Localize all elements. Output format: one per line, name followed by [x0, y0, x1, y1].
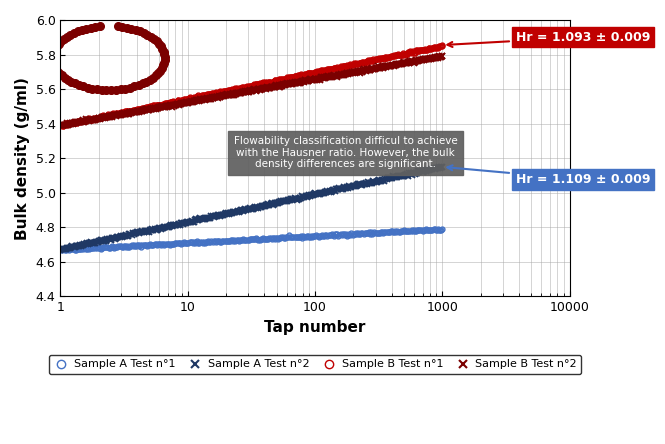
Sample A Test n°2 [260, 203, 268, 209]
Sample B Test n°2 [239, 90, 247, 95]
Sample B Test n°1 [238, 85, 246, 90]
Text: Hr = 1.109 ± 0.009: Hr = 1.109 ± 0.009 [448, 165, 650, 186]
Sample B Test n°1 [438, 43, 446, 48]
Sample B Test n°1 [240, 85, 248, 91]
Sample A Test n°2 [433, 165, 441, 170]
Sample A Test n°2 [158, 225, 166, 230]
Sample B Test n°2 [241, 89, 249, 94]
Sample A Test n°1 [438, 226, 446, 232]
Sample A Test n°1 [283, 234, 291, 240]
Sample A Test n°1 [434, 226, 442, 232]
Sample B Test n°1 [57, 123, 65, 128]
Sample B Test n°1 [284, 75, 292, 80]
Sample B Test n°2 [285, 81, 293, 86]
Text: Flowability classification difficul to achieve
with the Hausner ratio. However, : Flowability classification difficul to a… [233, 136, 458, 169]
Sample B Test n°2 [430, 55, 438, 60]
Sample A Test n°1 [57, 247, 65, 252]
Sample A Test n°1 [261, 236, 269, 242]
Sample B Test n°1 [429, 45, 437, 51]
Sample A Test n°2 [437, 164, 445, 169]
Sample B Test n°2 [57, 123, 65, 128]
Sample B Test n°2 [370, 66, 378, 71]
X-axis label: Tap number: Tap number [264, 320, 366, 335]
Sample B Test n°1 [263, 79, 271, 85]
Line: Sample A Test n°1: Sample A Test n°1 [58, 227, 445, 253]
Line: Sample A Test n°2: Sample A Test n°2 [57, 163, 446, 253]
Line: Sample B Test n°2: Sample B Test n°2 [57, 53, 446, 129]
Sample A Test n°1 [233, 237, 241, 242]
Text: Hr = 1.093 ± 0.009: Hr = 1.093 ± 0.009 [448, 31, 650, 47]
Sample B Test n°2 [438, 54, 446, 59]
Sample A Test n°2 [57, 247, 65, 252]
Sample B Test n°2 [57, 123, 65, 128]
Legend: Sample A Test n°1, Sample A Test n°2, Sample B Test n°1, Sample B Test n°2: Sample A Test n°1, Sample A Test n°2, Sa… [49, 355, 581, 374]
Sample B Test n°2 [264, 86, 272, 91]
Sample A Test n°2 [438, 164, 446, 170]
Y-axis label: Bulk density (g/ml): Bulk density (g/ml) [15, 77, 30, 240]
Sample B Test n°1 [370, 56, 378, 62]
Sample B Test n°2 [436, 53, 444, 59]
Sample A Test n°1 [160, 242, 168, 247]
Sample A Test n°2 [233, 209, 241, 214]
Sample A Test n°1 [423, 227, 431, 233]
Sample A Test n°2 [282, 198, 290, 204]
Sample A Test n°2 [422, 168, 430, 174]
Line: Sample B Test n°1: Sample B Test n°1 [58, 43, 445, 128]
Sample A Test n°1 [70, 247, 78, 253]
